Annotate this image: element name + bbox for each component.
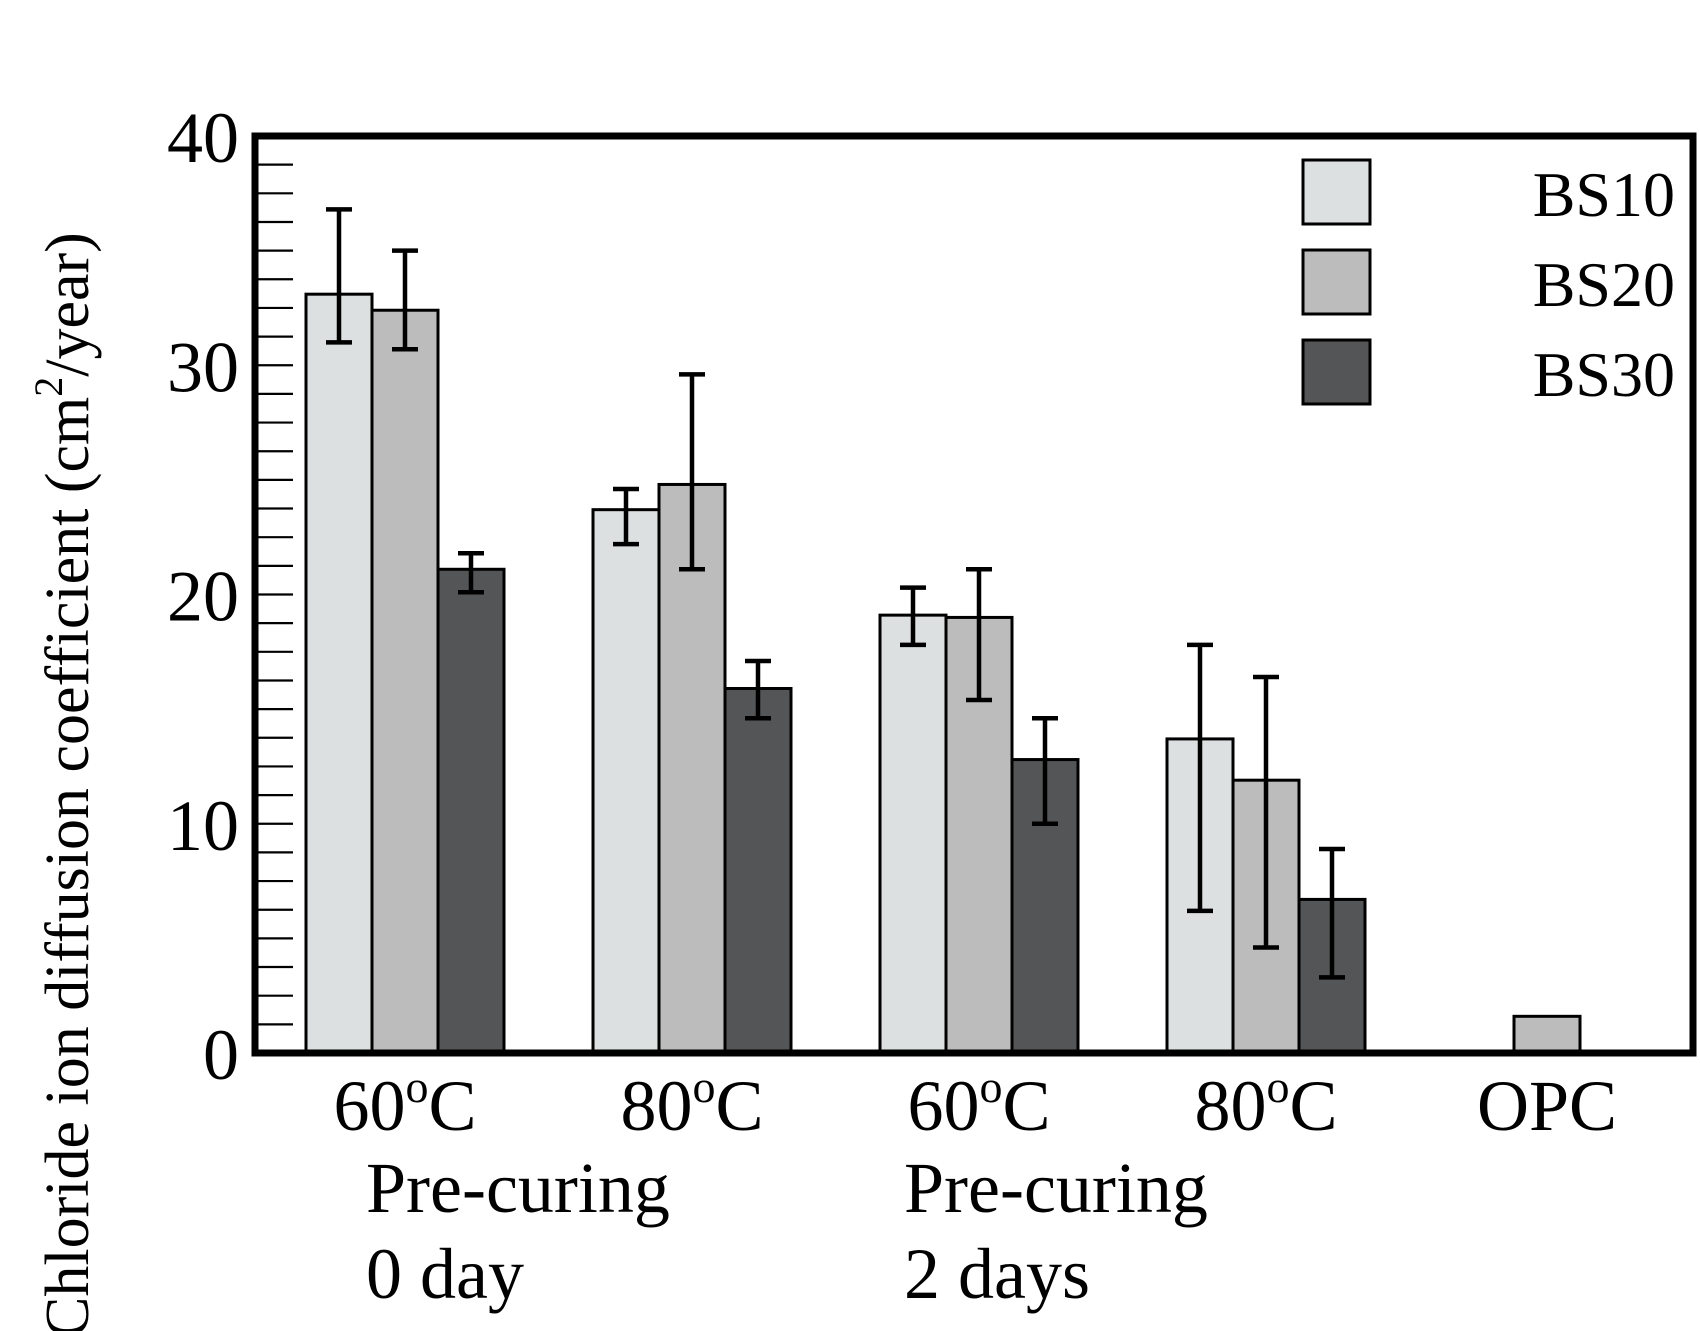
- group-label-line2: 2 days: [904, 1234, 1090, 1314]
- x-category-label-value: OPC: [1477, 1066, 1617, 1146]
- y-tick-label: 0: [203, 1015, 239, 1095]
- x-category-label-unit: C: [1002, 1066, 1050, 1146]
- group-label-line1: Pre-curing: [904, 1148, 1208, 1228]
- y-axis-label: Chloride ion diffusion coefficient (cm2/…: [26, 232, 102, 1331]
- plot-frame: [251, 132, 1697, 1057]
- x-category-label-unit: C: [428, 1066, 476, 1146]
- x-category-label: OPC: [1477, 1066, 1617, 1146]
- legend-swatch-bs20: [1301, 248, 1372, 316]
- bar-bs20: [370, 308, 440, 1055]
- legend-label-bs30: BS30: [1533, 339, 1675, 410]
- legend-label-bs20: BS20: [1533, 249, 1675, 320]
- bar-bs10: [591, 508, 661, 1055]
- x-category-label-value: 60: [333, 1066, 405, 1146]
- y-tick-label: 30: [167, 327, 239, 407]
- legend-label-bs10: BS10: [1533, 159, 1675, 230]
- legend: BS10 BS20 BS30: [1301, 158, 1675, 410]
- y-tick-label: 20: [167, 557, 239, 637]
- error-bars: [326, 207, 1345, 980]
- group-label-line1: Pre-curing: [366, 1148, 670, 1228]
- x-category-label-degree: o: [405, 1061, 428, 1112]
- bar-bs30: [436, 567, 506, 1055]
- x-category-label: 60oC: [907, 1061, 1050, 1146]
- x-category-label-unit: C: [1289, 1066, 1337, 1146]
- y-axis-label-tail: /year): [34, 232, 102, 377]
- legend-swatch-bs10: [1301, 158, 1372, 226]
- x-category-label-degree: o: [692, 1061, 715, 1112]
- y-minor-ticks: [255, 163, 293, 1026]
- group-label-line2: 0 day: [366, 1234, 524, 1314]
- y-axis-label-sup: 2: [26, 377, 71, 397]
- x-category-label-degree: o: [1266, 1061, 1289, 1112]
- y-tick-label: 40: [167, 98, 239, 178]
- x-category-label-value: 80: [1194, 1066, 1266, 1146]
- y-axis-label-main: Chloride ion diffusion coefficient (cm: [34, 397, 102, 1331]
- x-category-label-degree: o: [979, 1061, 1002, 1112]
- x-category-label: 60oC: [333, 1061, 476, 1146]
- bar-bs10: [304, 292, 374, 1055]
- x-category-label-unit: C: [715, 1066, 763, 1146]
- y-tick-label: 10: [167, 786, 239, 866]
- bars: [304, 292, 1582, 1055]
- bar-bs10: [878, 613, 948, 1055]
- x-category-label-value: 60: [907, 1066, 979, 1146]
- x-category-label: 80oC: [620, 1061, 763, 1146]
- x-category-labels: 60oC 80oC 60oC 80oC OPC: [333, 1061, 1617, 1146]
- bar-bs30: [723, 686, 793, 1055]
- x-category-label: 80oC: [1194, 1061, 1337, 1146]
- x-category-label-value: 80: [620, 1066, 692, 1146]
- legend-swatch-bs30: [1301, 338, 1372, 406]
- bar-bs20: [1512, 1014, 1582, 1055]
- y-tick-labels: 0 10 20 30 40: [167, 98, 239, 1095]
